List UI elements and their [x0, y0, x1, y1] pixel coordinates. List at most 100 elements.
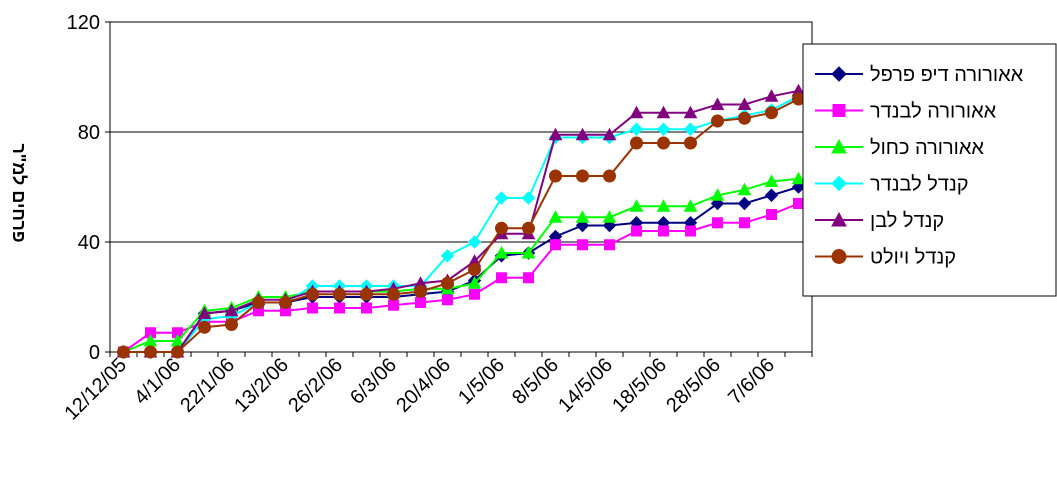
x-tick-label: 13/2/06	[230, 354, 293, 417]
data-point	[224, 303, 239, 317]
data-point	[523, 272, 534, 284]
data-point	[629, 199, 644, 212]
data-point	[388, 299, 399, 311]
data-point	[577, 239, 588, 251]
series-line	[123, 98, 799, 353]
data-point	[225, 318, 238, 331]
data-point	[603, 169, 616, 183]
legend-item: קנדל ויולט	[815, 247, 956, 269]
y-axis-ticks: 0 40 80 120	[67, 12, 110, 364]
data-point	[764, 89, 779, 102]
legend-label: אאורורה לבנדר	[870, 101, 997, 123]
data-point	[656, 105, 671, 119]
data-point	[575, 210, 590, 223]
data-point	[521, 245, 536, 259]
data-point	[575, 127, 590, 141]
data-point	[576, 169, 589, 183]
data-point	[710, 97, 725, 110]
x-tick-label: 26/2/06	[284, 354, 347, 417]
data-point	[333, 287, 346, 301]
data-point	[631, 225, 642, 237]
data-point	[710, 188, 725, 201]
legend-label: קנדל ויולט	[870, 247, 956, 269]
series-line	[123, 89, 799, 353]
data-point	[738, 111, 751, 125]
x-tick-label: 14/5/06	[554, 354, 617, 417]
data-point	[468, 263, 481, 276]
data-point	[683, 105, 698, 119]
data-point	[117, 345, 130, 359]
y-tick-label: 40	[78, 232, 100, 254]
legend-item: קנדל לבן	[815, 210, 944, 232]
series-1	[116, 180, 806, 359]
data-point	[604, 239, 615, 251]
data-point	[831, 175, 847, 192]
data-point	[831, 249, 847, 264]
data-point	[361, 302, 372, 314]
data-point	[831, 211, 847, 227]
data-point	[548, 127, 563, 141]
legend-item: קנדל לבנדר	[815, 174, 969, 196]
legend-item: אאורורה לבנדר	[815, 101, 997, 123]
data-point	[832, 104, 846, 117]
data-point	[683, 199, 698, 212]
plot-area-frame	[109, 21, 813, 353]
data-point	[387, 287, 400, 301]
data-point	[658, 225, 669, 237]
data-point	[793, 198, 804, 209]
data-point	[766, 209, 777, 220]
data-point	[548, 210, 563, 223]
y-tick-label: 0	[89, 342, 100, 364]
data-point	[549, 169, 562, 183]
data-point	[334, 302, 345, 314]
data-point	[496, 272, 507, 284]
y-axis-label: פרחים למ"ר	[9, 143, 29, 242]
series-6	[117, 92, 805, 359]
series-2	[118, 198, 804, 358]
gridlines	[110, 21, 812, 353]
data-point	[306, 287, 319, 301]
data-point	[307, 302, 318, 314]
legend-item: אאורורה דיפ פרפל	[815, 64, 1024, 86]
data-point	[441, 276, 454, 290]
x-tick-label: 28/5/06	[662, 354, 725, 417]
data-point	[467, 276, 482, 289]
data-point	[252, 296, 265, 309]
data-point	[712, 217, 723, 229]
data-point	[415, 297, 426, 308]
x-tick-label: 1/5/06	[454, 354, 509, 409]
data-point	[657, 136, 670, 150]
x-tick-label: 20/4/06	[392, 354, 455, 417]
data-point	[494, 191, 509, 205]
legend-label: אאורורה כחול	[870, 137, 984, 159]
data-point	[711, 114, 724, 128]
y-tick-label: 80	[78, 122, 100, 144]
data-point	[602, 210, 617, 223]
data-point	[831, 66, 847, 82]
data-point	[414, 285, 427, 298]
legend-item: אאורורה כחול	[815, 137, 984, 159]
data-point	[360, 287, 373, 301]
data-point	[630, 136, 643, 150]
series-line	[122, 202, 799, 353]
data-point	[521, 191, 536, 205]
data-point	[469, 288, 480, 300]
series-line	[123, 95, 799, 353]
y-tick-label: 120	[67, 12, 100, 34]
x-tick-label: 7/6/06	[724, 354, 779, 409]
data-point	[656, 122, 671, 136]
series-line	[123, 177, 799, 353]
data-point	[737, 182, 752, 196]
data-point	[279, 296, 292, 309]
data-point	[737, 196, 752, 211]
data-point	[629, 122, 644, 136]
data-point	[440, 249, 455, 263]
data-point	[494, 245, 509, 259]
data-point	[442, 294, 453, 306]
data-point	[602, 127, 617, 141]
x-tick-label: 22/1/06	[176, 354, 239, 417]
legend-label: אאורורה דיפ פרפל	[870, 64, 1024, 86]
data-point	[765, 106, 778, 120]
legend-label: קנדל לבן	[870, 210, 944, 232]
